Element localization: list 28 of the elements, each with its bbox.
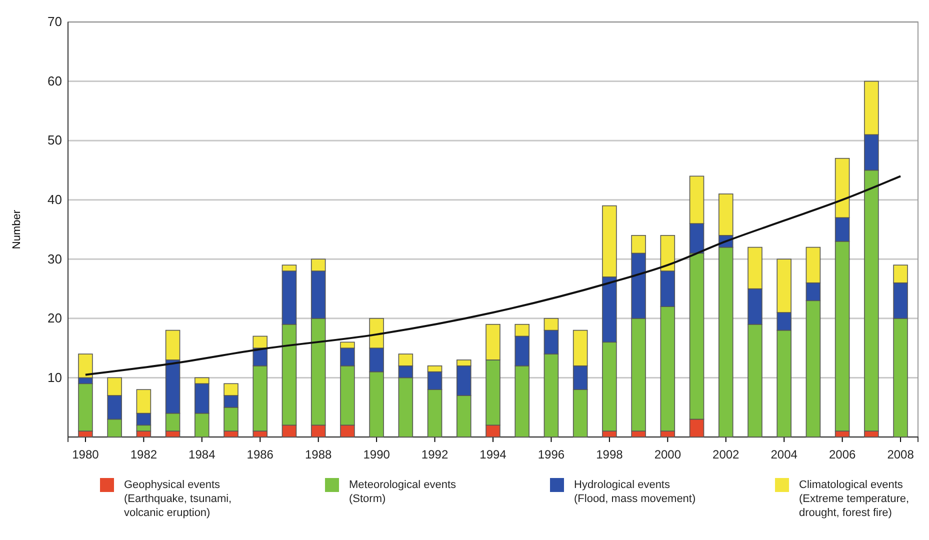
y-tick-label: 50 [48, 132, 62, 148]
y-tick-label: 40 [48, 192, 62, 208]
legend-label: Geophysical events (Earthquake, tsunami, volcanic eruption) [124, 479, 232, 519]
y-axis-title: Number [11, 210, 23, 250]
x-tick-label: 1986 [246, 448, 274, 462]
x-tick-label: 1984 [188, 448, 216, 462]
x-tick-label: 1980 [72, 448, 100, 462]
x-tick-label: 2002 [712, 448, 740, 462]
x-tick-label: 1994 [480, 448, 507, 462]
x-tick-label: 1996 [538, 448, 565, 462]
x-tick-label: 1992 [421, 448, 448, 462]
x-tick-label: 2006 [828, 448, 856, 462]
x-tick-label: 2008 [887, 448, 914, 462]
y-tick-label: 60 [48, 73, 62, 88]
x-tick-label: 2000 [654, 448, 682, 462]
x-tick-label: 1990 [363, 448, 390, 462]
y-tick-label: 20 [48, 310, 62, 326]
x-tick-label: 2004 [770, 448, 798, 462]
y-tick-label: 30 [48, 251, 62, 266]
legend-label: Climatological events (Extreme temperature, drought, forest fire) [799, 479, 910, 519]
y-tick-label: 10 [48, 370, 62, 385]
y-tick-label: 70 [48, 14, 62, 30]
x-tick-label: 1988 [304, 448, 332, 462]
x-tick-label: 1982 [130, 448, 158, 462]
line-series [84, 175, 902, 376]
legend-label: Meteorological events (Storm) [349, 479, 457, 505]
x-tick-label: 1998 [596, 448, 624, 462]
legend-label: Hydrological events (Flood, mass movement) [574, 479, 696, 505]
